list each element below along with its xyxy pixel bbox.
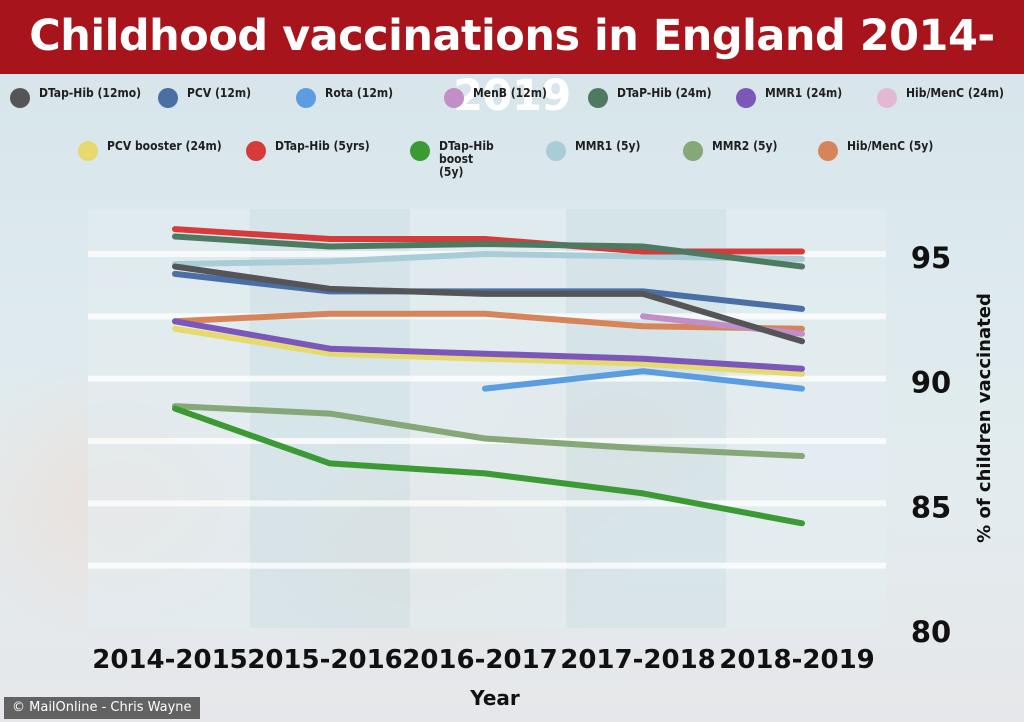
grid-line xyxy=(88,500,886,507)
x-tick-label: 2017-2018 xyxy=(560,645,716,675)
series-line xyxy=(172,251,805,267)
legend-item: MMR1 (5y) xyxy=(546,140,641,162)
grid-line xyxy=(88,375,886,382)
legend-swatch xyxy=(588,88,608,108)
legend-label: MenB (12m) xyxy=(473,86,547,100)
legend-item: DTap-Hib boost (5y) xyxy=(410,140,501,179)
legend-item: PCV booster (24m) xyxy=(78,140,222,162)
legend-swatch xyxy=(158,88,178,108)
series-line xyxy=(482,368,805,392)
legend-item: DTaP-Hib (24m) xyxy=(588,87,712,109)
legend-label: MMR1 (24m) xyxy=(765,86,843,100)
series-line xyxy=(172,310,805,332)
legend-swatch xyxy=(818,141,838,161)
legend-label: DTap-Hib (12mo) xyxy=(39,86,142,100)
legend-swatch xyxy=(10,88,30,108)
chart-title: Childhood vaccinations in England 2014-2… xyxy=(29,11,995,121)
legend-item: MenB (12m) xyxy=(444,87,547,109)
legend-swatch xyxy=(296,88,316,108)
legend-item: PCV (12m) xyxy=(158,87,251,109)
legend-swatch xyxy=(683,141,703,161)
legend-item: DTap-Hib (5yrs) xyxy=(246,140,370,162)
legend-label: PCV (12m) xyxy=(187,86,252,100)
series-line xyxy=(172,403,805,459)
legend-label: Hib/MenC (5y) xyxy=(847,139,934,153)
x-tick-label: 2015-2016 xyxy=(247,645,403,675)
legend-swatch xyxy=(546,141,566,161)
legend-label: DTap-Hib (5yrs) xyxy=(275,139,370,153)
series-line xyxy=(172,405,805,527)
legend-label: MMR1 (5y) xyxy=(575,139,641,153)
x-tick-label: 2014-2015 xyxy=(92,645,248,675)
legend-label: DTap-Hib boost (5y) xyxy=(439,139,494,179)
legend-item: MMR1 (24m) xyxy=(736,87,842,109)
legend-label: PCV booster (24m) xyxy=(107,139,222,153)
legend-item: Rota (12m) xyxy=(296,87,393,109)
legend-label: DTaP-Hib (24m) xyxy=(617,86,712,100)
series-line xyxy=(172,263,805,345)
legend-item: Hib/MenC (5y) xyxy=(818,140,933,162)
legend-label: Hib/MenC (24m) xyxy=(906,86,1004,100)
legend-item: Hib/MenC (24m) xyxy=(877,87,1004,109)
legend-swatch xyxy=(877,88,897,108)
series-line xyxy=(172,233,805,270)
legend-label: MMR2 (5y) xyxy=(712,139,778,153)
x-axis-title: Year xyxy=(469,686,520,710)
title-bar: Childhood vaccinations in England 2014-2… xyxy=(0,0,1024,121)
y-tick-label: 80 xyxy=(911,615,951,649)
y-axis-title: % of children vaccinated xyxy=(974,293,995,543)
y-tick-label: 85 xyxy=(911,490,951,524)
legend-swatch xyxy=(410,141,430,161)
legend-swatch xyxy=(444,88,464,108)
y-tick-label: 95 xyxy=(911,241,951,275)
column-band xyxy=(566,209,726,628)
y-tick-label: 90 xyxy=(911,366,951,400)
grid-line xyxy=(88,562,886,569)
column-band xyxy=(410,209,566,628)
legend-label: Rota (12m) xyxy=(325,86,394,100)
x-tick-label: 2018-2019 xyxy=(719,645,875,675)
x-tick-label: 2016-2017 xyxy=(402,645,558,675)
series-line xyxy=(172,325,805,377)
legend-swatch xyxy=(246,141,266,161)
legend-swatch xyxy=(736,88,756,108)
column-band xyxy=(726,209,886,628)
series-line xyxy=(172,318,805,372)
legend-item: DTap-Hib (12mo) xyxy=(10,87,141,109)
credit-label: © MailOnline - Chris Wayne xyxy=(4,697,200,719)
legend-item: MMR2 (5y) xyxy=(683,140,778,162)
legend-swatch xyxy=(78,141,98,161)
